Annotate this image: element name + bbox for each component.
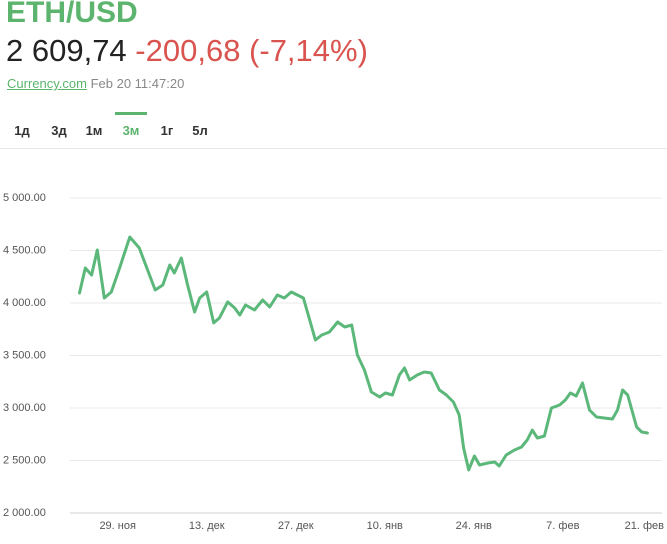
change: -200,68 (-7,14%) bbox=[135, 33, 368, 68]
y-tick-label: 4 500.00 bbox=[3, 244, 46, 256]
x-tick-label: 13. дек bbox=[189, 520, 225, 532]
timestamp: Feb 20 11:47:20 bbox=[90, 76, 185, 91]
x-tick-label: 21. фев bbox=[625, 520, 665, 532]
range-tabs: 1д 3д 1м 3м 1г 5л bbox=[0, 112, 667, 149]
y-tick-label: 3 000.00 bbox=[3, 402, 46, 414]
range-tab[interactable]: 1г bbox=[160, 123, 174, 138]
y-tick-label: 2 000.00 bbox=[3, 507, 46, 519]
source-link[interactable]: Currency.com bbox=[7, 76, 87, 91]
price: 2 609,74 bbox=[6, 33, 127, 68]
x-tick-label: 24. янв bbox=[456, 520, 492, 532]
y-tick-label: 2 500.00 bbox=[3, 454, 46, 466]
x-tick-label: 29. ноя bbox=[99, 520, 136, 532]
x-tick-label: 7. фев bbox=[546, 520, 579, 532]
x-tick-label: 27. дек bbox=[278, 520, 314, 532]
y-tick-label: 3 500.00 bbox=[3, 349, 46, 361]
y-tick-label: 5 000.00 bbox=[3, 192, 46, 204]
quote: 2 609,74 -200,68 (-7,14%) bbox=[6, 33, 368, 69]
range-tab[interactable]: 1м bbox=[85, 123, 103, 138]
range-tab[interactable]: 1д bbox=[14, 123, 30, 138]
range-tab[interactable]: 3м bbox=[115, 112, 147, 151]
meta: Currency.com Feb 20 11:47:20 bbox=[7, 76, 184, 91]
range-tab[interactable]: 3д bbox=[51, 123, 67, 138]
pair-title: ETH/USD bbox=[6, 0, 138, 29]
x-tick-label: 10. янв bbox=[367, 520, 403, 532]
price-line bbox=[78, 235, 649, 472]
y-tick-label: 4 000.00 bbox=[3, 297, 46, 309]
range-tab[interactable]: 5л bbox=[192, 123, 208, 138]
